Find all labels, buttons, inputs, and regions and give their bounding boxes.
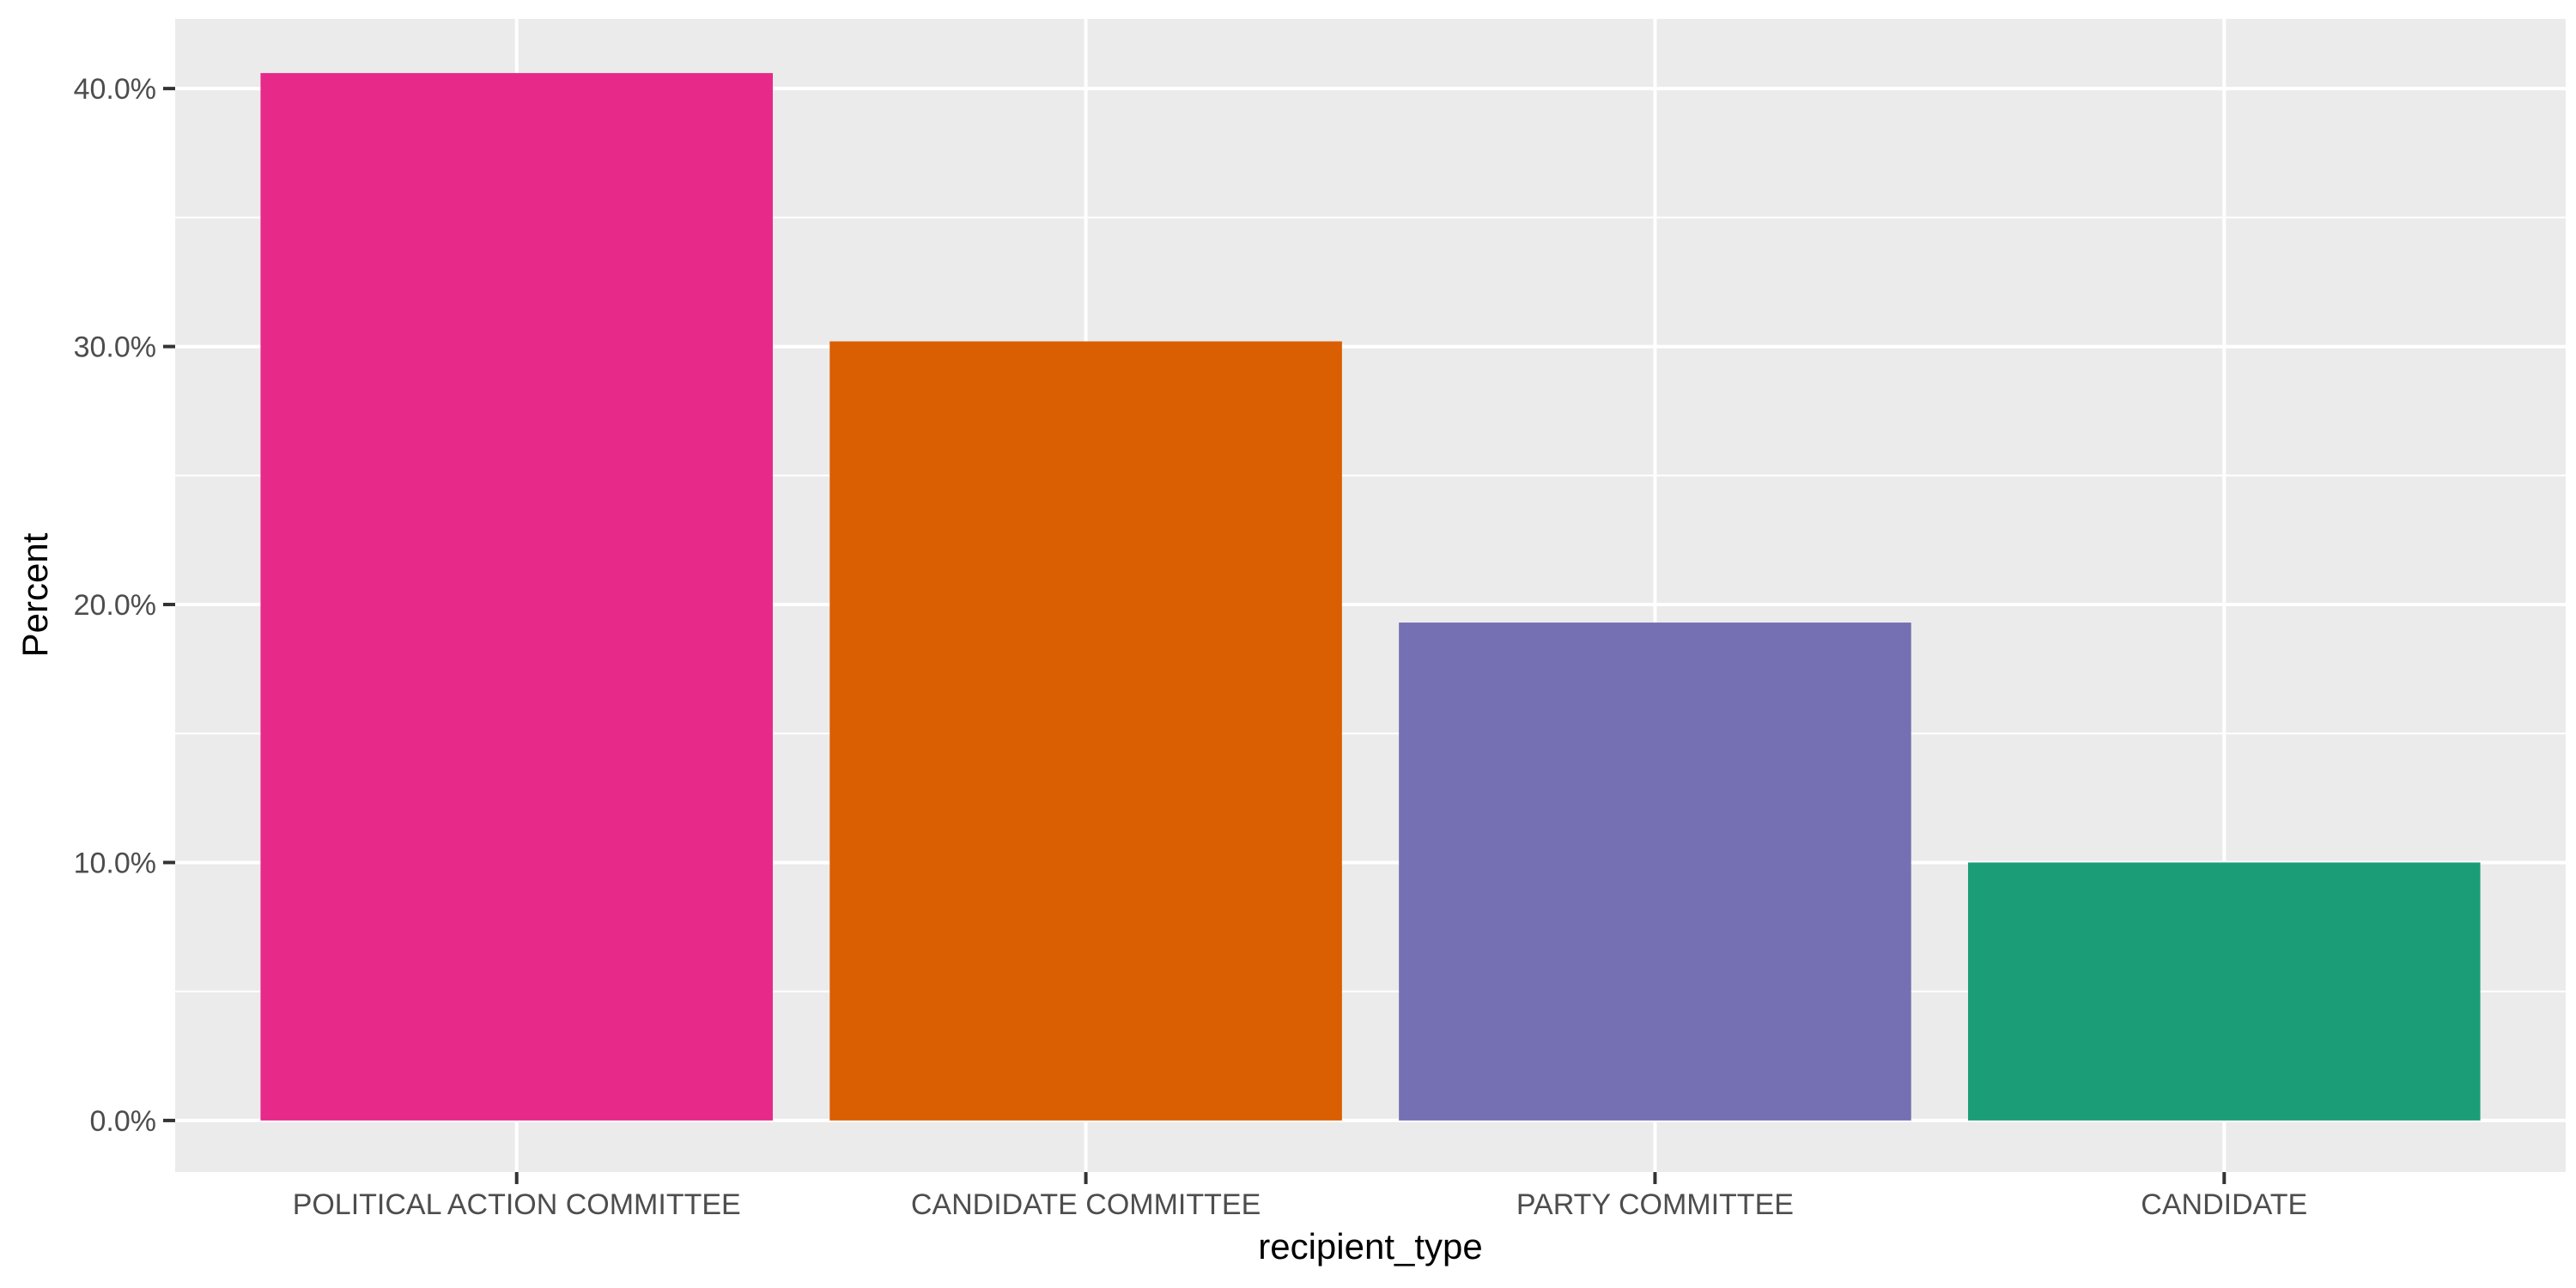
bar [1399,623,1911,1121]
y-tick-label: 40.0% [74,73,156,106]
y-tick-label: 20.0% [74,589,156,622]
x-axis-title: recipient_type [1258,1226,1483,1267]
y-tick-label: 30.0% [74,331,156,364]
y-axis-title: Percent [15,532,55,657]
bar [1968,862,2481,1121]
x-axis: POLITICAL ACTION COMMITTEE CANDIDATE COMM… [293,1172,2307,1221]
bar [260,73,773,1121]
x-tick-label: POLITICAL ACTION COMMITTEE [293,1188,741,1221]
y-tick-label: 10.0% [74,847,156,879]
x-tick-label: CANDIDATE COMMITTEE [911,1188,1261,1221]
y-tick-label: 0.0% [90,1105,157,1138]
x-tick-label: CANDIDATE [2141,1188,2307,1221]
y-axis: 0.0% 10.0% 20.0% 30.0% 40.0% [74,73,175,1138]
bar [829,341,1342,1121]
x-tick-label: PARTY COMMITTEE [1516,1188,1794,1221]
bars [260,73,2481,1121]
